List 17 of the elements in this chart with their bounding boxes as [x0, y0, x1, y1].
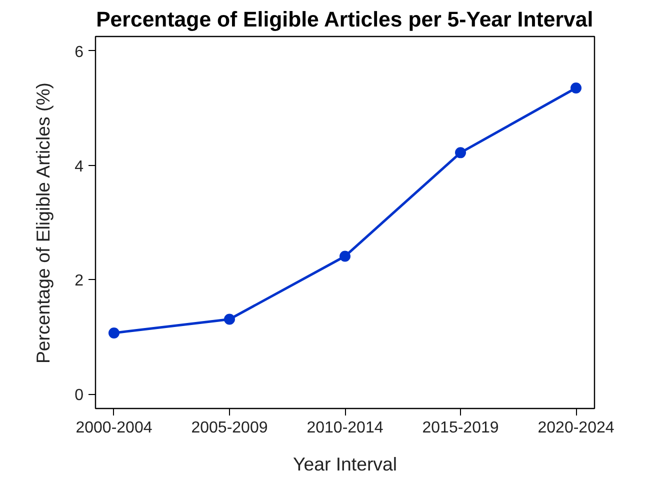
y-tick-label: 2 — [74, 272, 84, 290]
point — [455, 147, 466, 158]
chart-title: Percentage of Eligible Articles per 5-Year Interval — [96, 8, 594, 32]
y-tick-label: 0 — [74, 387, 84, 404]
point — [108, 327, 120, 338]
y-tick-label: 6 — [74, 44, 84, 61]
y-axis-title: Percentage of Eligible Articles (%) — [32, 82, 54, 364]
x-tick-label: 2005-2009 — [191, 420, 268, 436]
x-tick-label: 2010-2014 — [306, 420, 384, 436]
x-tick-label: 2020-2024 — [538, 420, 614, 436]
x-tick-label: 2000-2004 — [76, 420, 152, 436]
y-tick-label: 4 — [74, 158, 84, 176]
point — [570, 82, 582, 94]
point — [224, 314, 235, 325]
point — [340, 250, 350, 262]
x-axis-title: Year Interval — [292, 454, 398, 474]
x-tick-label: 2015-2019 — [422, 420, 499, 436]
